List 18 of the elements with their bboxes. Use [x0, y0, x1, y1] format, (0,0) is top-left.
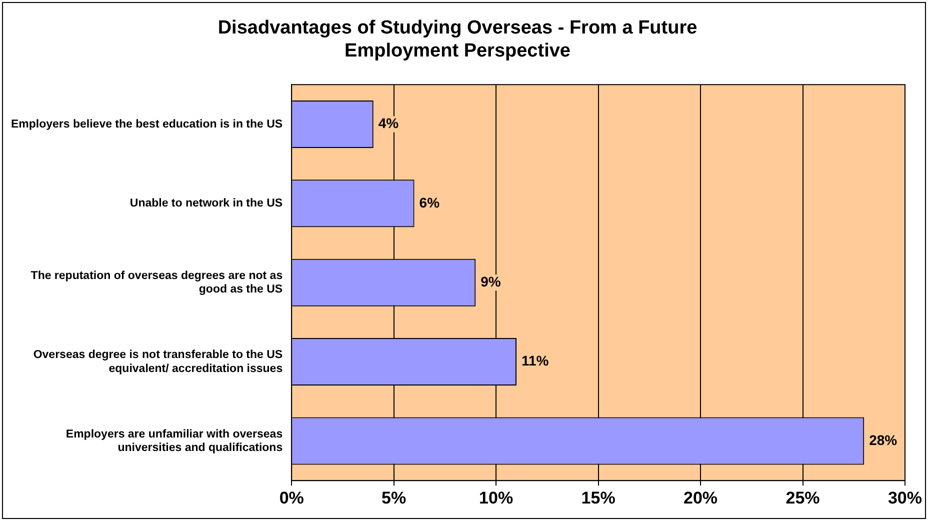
data-label: 11%: [522, 352, 550, 369]
data-label: 9%: [480, 273, 502, 290]
data-label: 4%: [378, 115, 400, 132]
y-tick-label: Employers are unfamiliar with overseas universities and qualifications: [66, 428, 283, 454]
data-label: 6%: [419, 194, 440, 210]
x-tick-label: 10%: [479, 488, 514, 508]
x-tick-label: 20%: [684, 488, 718, 508]
x-tick-label: 15%: [581, 488, 616, 508]
x-tick-label: 5%: [382, 488, 406, 508]
x-tick-label: 25%: [786, 488, 820, 508]
y-tick-label: Employers believe the best education is in the US: [10, 118, 283, 130]
data-label: 28%: [869, 432, 898, 448]
x-tick-label: 30%: [888, 488, 922, 508]
x-tick-label: 0%: [279, 488, 304, 508]
y-tick-label: The reputation of overseas degrees are not as good as the US: [30, 270, 283, 296]
y-tick-label: Unable to network in the US: [130, 198, 283, 210]
y-tick-label: Overseas degree is not transferable to the US equivalent/ accreditation issues: [33, 349, 283, 375]
chart-title: Disadvantages of Studying Overseas - From a Future Employment Perspective: [218, 18, 698, 62]
